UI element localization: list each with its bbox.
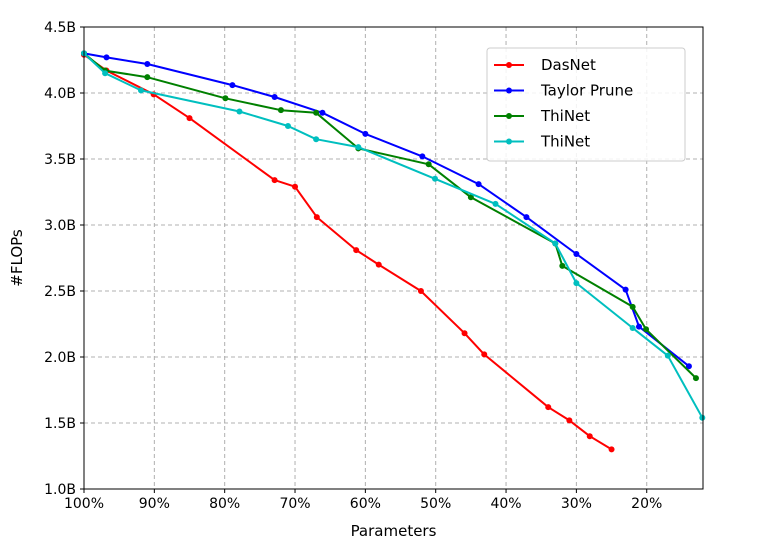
data-point	[222, 95, 229, 102]
data-point	[643, 326, 650, 333]
data-point	[461, 330, 468, 337]
data-point	[144, 74, 151, 81]
y-tick-label: 3.0B	[44, 218, 76, 234]
data-point	[523, 214, 530, 221]
data-point	[375, 261, 382, 268]
x-axis-label: Parameters	[351, 522, 437, 540]
data-point	[417, 288, 424, 294]
legend-entry: ThiNet	[494, 133, 590, 151]
data-point	[481, 351, 488, 358]
data-point	[552, 240, 559, 247]
legend-label: ThiNet	[540, 107, 590, 125]
axis-ticks: 100% 90% 80% 70% 60% 50% 40% 30% 20% 1.0B 1.5B 2.0B…	[44, 20, 662, 512]
data-point	[699, 414, 706, 421]
series-line	[83, 53, 613, 451]
x-tick-label: 30%	[561, 496, 592, 512]
data-point	[432, 175, 439, 182]
legend-marker	[506, 113, 512, 119]
data-point	[492, 200, 499, 207]
data-point	[103, 54, 110, 61]
data-point	[313, 214, 320, 221]
series-line	[83, 52, 697, 379]
data-point	[284, 123, 291, 129]
data-point	[545, 404, 552, 411]
y-tick-label: 4.5B	[44, 20, 76, 36]
series-line	[83, 52, 704, 419]
data-point	[573, 251, 580, 258]
data-point	[229, 82, 236, 89]
series-line	[83, 52, 690, 367]
y-tick-label: 2.0B	[44, 350, 76, 366]
legend-entry: Taylor Prune	[494, 82, 633, 100]
y-tick-label: 1.5B	[44, 416, 76, 432]
series-3	[81, 50, 706, 421]
x-tick-label: 60%	[350, 496, 381, 512]
legend-entry: DasNet	[494, 56, 596, 74]
data-point	[186, 115, 193, 122]
data-point	[467, 194, 474, 201]
legend-entry: ThiNet	[494, 107, 590, 125]
x-tick-label: 50%	[420, 496, 451, 512]
data-point	[102, 70, 109, 77]
legend-marker	[506, 62, 512, 68]
data-point	[419, 153, 426, 160]
data-point	[313, 109, 320, 116]
x-tick-label: 20%	[631, 496, 662, 512]
data-point	[608, 446, 615, 453]
y-tick-label: 4.0B	[44, 86, 76, 102]
x-tick-label: 100%	[64, 496, 104, 512]
y-tick-label: 1.0B	[44, 482, 76, 498]
data-point	[313, 136, 320, 143]
x-tick-label: 70%	[279, 496, 310, 512]
data-point	[635, 323, 642, 330]
legend-items: DasNet Taylor Prune ThiNet ThiNet	[494, 56, 633, 151]
data-point	[475, 181, 482, 188]
plot-area-frame	[83, 26, 704, 490]
data-point	[586, 433, 593, 440]
x-tick-label: 40%	[490, 496, 521, 512]
series-2	[81, 50, 699, 382]
legend-label: Taylor Prune	[540, 82, 633, 100]
series-lines	[81, 50, 706, 453]
data-point	[319, 109, 326, 116]
y-axis-label: #FLOPs	[8, 229, 26, 287]
x-tick-label: 90%	[139, 496, 170, 512]
data-point	[629, 324, 636, 331]
data-point	[692, 375, 699, 382]
data-point	[685, 363, 692, 370]
data-point	[425, 161, 432, 168]
data-point	[362, 130, 369, 137]
legend-label: ThiNet	[540, 133, 590, 151]
data-point	[566, 417, 573, 424]
data-point	[573, 280, 580, 287]
data-point	[137, 87, 144, 94]
x-tick-label: 80%	[209, 496, 240, 512]
legend-label: DasNet	[541, 56, 596, 74]
legend-marker	[506, 87, 512, 94]
data-point	[144, 60, 151, 67]
data-point	[277, 107, 284, 114]
y-tick-label: 2.5B	[44, 284, 76, 300]
y-tick-label: 3.5B	[44, 152, 76, 168]
data-point	[622, 286, 629, 293]
data-point	[271, 93, 278, 100]
legend-box	[486, 47, 686, 162]
data-point	[236, 108, 243, 115]
data-point	[292, 183, 299, 190]
data-point	[664, 352, 671, 359]
data-point	[629, 303, 636, 310]
data-point	[355, 144, 362, 151]
legend: DasNet Taylor Prune ThiNet ThiNet	[486, 47, 686, 162]
data-point	[559, 262, 566, 269]
data-point	[271, 177, 278, 184]
legend-marker	[506, 138, 512, 145]
data-point	[353, 247, 360, 254]
